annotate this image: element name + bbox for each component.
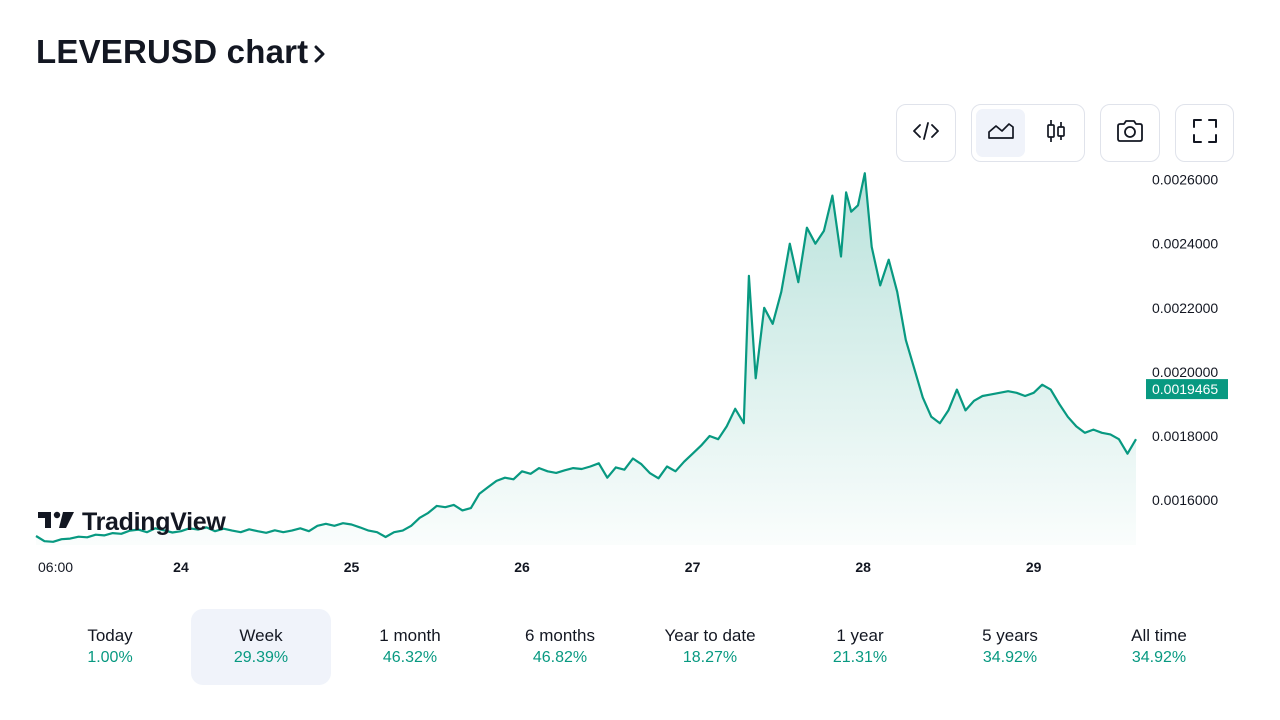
range-1-month[interactable]: 1 month 46.32%: [340, 609, 480, 685]
range-change: 46.32%: [382, 649, 438, 666]
candles-style-button[interactable]: [1031, 109, 1080, 157]
range-week[interactable]: Week 29.39%: [191, 609, 331, 685]
range-change: 46.82%: [532, 649, 588, 666]
time-tick-label: 29: [1026, 559, 1042, 575]
tradingview-logo[interactable]: TradingView: [36, 508, 226, 537]
price-tick-label: 0.0026000: [1152, 172, 1218, 188]
range-change: 34.92%: [982, 649, 1038, 666]
range-label: Today: [87, 626, 133, 645]
range-label: All time: [1131, 626, 1187, 645]
range-change: 34.92%: [1131, 649, 1187, 666]
code-icon: [912, 120, 940, 147]
time-tick-label: 28: [855, 559, 871, 575]
fullscreen-icon: [1191, 117, 1219, 150]
range-label: Year to date: [664, 626, 756, 645]
chart-title-link[interactable]: LEVERUSD chart: [36, 30, 326, 74]
range-change: 21.31%: [832, 649, 888, 666]
area-style-button[interactable]: [976, 109, 1025, 157]
time-range-selector: Today 1.00% Week 29.39% 1 month 46.32% 6…: [40, 609, 1240, 685]
range-today[interactable]: Today 1.00%: [40, 609, 180, 685]
svg-text:0.0019465: 0.0019465: [1152, 381, 1218, 397]
time-tick-label: 24: [173, 559, 189, 575]
range-label: 6 months: [525, 626, 595, 645]
price-tick-label: 0.0018000: [1152, 428, 1218, 444]
price-line: [35, 172, 1137, 543]
page-title: LEVERUSD chart: [36, 33, 309, 70]
time-tick-label: 25: [344, 559, 360, 575]
time-tick-label: 06:00: [38, 559, 73, 575]
candlestick-icon: [1045, 118, 1067, 149]
price-tick-label: 0.0022000: [1152, 300, 1218, 316]
embed-button[interactable]: [896, 104, 956, 162]
time-tick-label: 26: [514, 559, 530, 575]
area-chart-icon: [987, 120, 1015, 147]
range-label: 5 years: [982, 626, 1038, 645]
range-5-years[interactable]: 5 years 34.92%: [940, 609, 1080, 685]
range-1-year[interactable]: 1 year 21.31%: [790, 609, 930, 685]
range-change: 1.00%: [87, 649, 133, 666]
range-all-time[interactable]: All time 34.92%: [1089, 609, 1229, 685]
price-area: [36, 173, 1136, 545]
snapshot-button[interactable]: [1100, 104, 1160, 162]
price-tick-label: 0.0020000: [1152, 364, 1218, 380]
tradingview-logo-text: TradingView: [82, 508, 226, 536]
camera-icon: [1115, 119, 1145, 148]
last-price-badge: 0.0019465: [1146, 379, 1228, 400]
range-6-months[interactable]: 6 months 46.82%: [490, 609, 630, 685]
time-axis: 06:00 24 25 26 27 28 29: [38, 559, 1042, 575]
range-change: 29.39%: [233, 649, 289, 666]
price-tick-label: 0.0016000: [1152, 492, 1218, 508]
range-label: Week: [239, 626, 283, 645]
range-year-to-date[interactable]: Year to date 18.27%: [640, 609, 780, 685]
time-tick-label: 27: [685, 559, 701, 575]
chevron-right-icon: [314, 44, 326, 64]
range-change: 18.27%: [682, 649, 738, 666]
chart-style-toggle: [971, 104, 1085, 162]
price-axis: 0.00260000.00240000.00220000.00200000.00…: [1152, 172, 1218, 509]
range-label: 1 year: [836, 626, 884, 645]
price-tick-label: 0.0024000: [1152, 236, 1218, 252]
fullscreen-button[interactable]: [1175, 104, 1234, 162]
price-chart[interactable]: 0.00260000.00240000.00220000.00200000.00…: [0, 170, 1280, 590]
range-label: 1 month: [379, 626, 441, 645]
tradingview-logo-icon: [36, 509, 76, 536]
